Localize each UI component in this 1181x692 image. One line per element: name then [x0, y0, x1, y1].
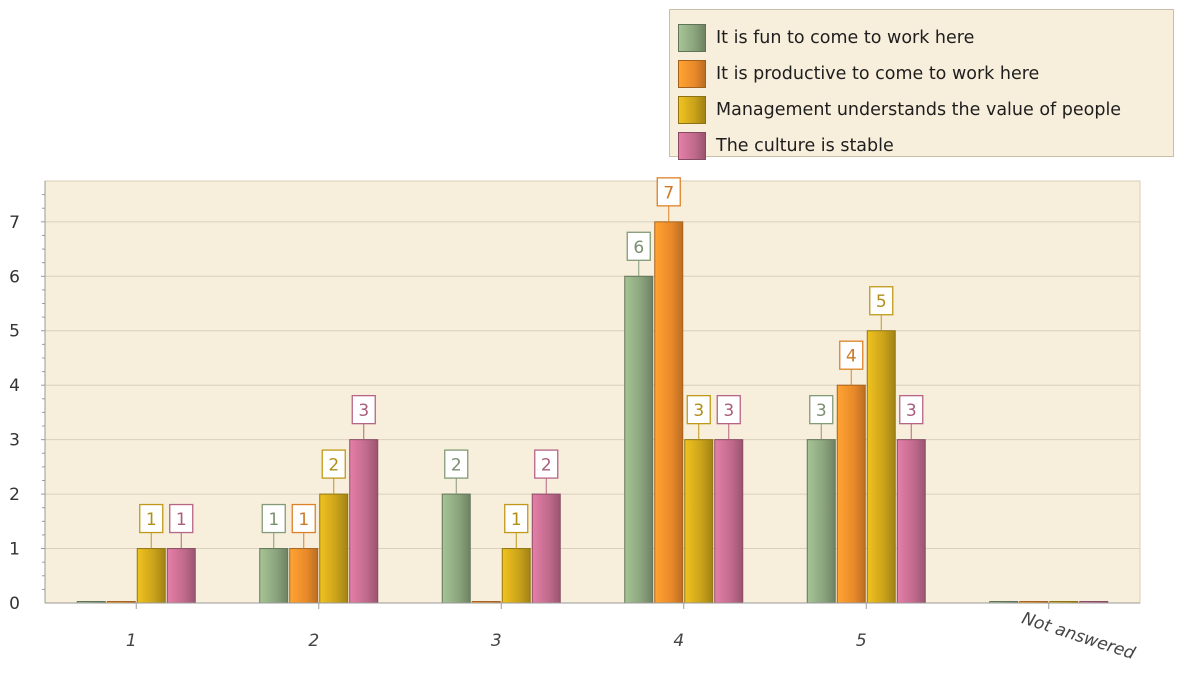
- bar: [896, 439, 926, 604]
- data-label-box: [504, 503, 529, 534]
- data-label: 1: [298, 510, 309, 530]
- legend-label: It is productive to come to work here: [716, 64, 1040, 84]
- gridlines: [45, 221, 1140, 550]
- x-tick-label: 1: [126, 631, 137, 651]
- x-tick-label: 4: [673, 631, 684, 651]
- data-label-box: [899, 394, 924, 425]
- data-label: 1: [511, 510, 522, 530]
- data-label-box: [291, 503, 316, 534]
- legend-label: The culture is stable: [716, 136, 894, 156]
- data-label-box: [261, 503, 286, 534]
- bar: [624, 275, 654, 604]
- legend-item: It is fun to come to work here: [678, 23, 974, 53]
- bar: [349, 439, 379, 604]
- x-axis-ticks: 1 2 3 4 5 Not answered: [126, 603, 1138, 664]
- data-label: 3: [358, 401, 369, 421]
- data-label-box: [656, 177, 681, 207]
- legend-item: It is productive to come to work here: [678, 59, 1039, 89]
- legend-swatch: [678, 132, 706, 160]
- data-label: 1: [146, 510, 157, 530]
- legend-item: Management understands the value of peop…: [678, 95, 1121, 125]
- data-label: 3: [693, 401, 704, 421]
- plot-area: [44, 180, 1141, 604]
- legend: It is fun to come to work here It is pro…: [669, 9, 1174, 160]
- data-label-box: [321, 449, 346, 479]
- data-label: 1: [268, 510, 279, 530]
- bar: [166, 548, 196, 604]
- legend-item: The culture is stable: [678, 131, 894, 161]
- data-label: 7: [663, 183, 674, 203]
- y-tick-label: 6: [9, 267, 20, 287]
- data-label-box: [839, 340, 864, 370]
- bar: [806, 439, 836, 604]
- bar: [654, 221, 684, 604]
- y-tick-label: 4: [9, 376, 20, 396]
- bar: [531, 493, 561, 604]
- y-tick-label: 7: [9, 213, 20, 233]
- data-label: 4: [846, 347, 857, 367]
- y-tick-label: 3: [9, 431, 20, 451]
- y-tick-label: 0: [9, 594, 20, 614]
- legend-swatch: [678, 96, 706, 124]
- y-tick-label: 5: [9, 322, 20, 342]
- data-label: 2: [328, 456, 339, 476]
- bar: [259, 548, 289, 604]
- bar: [866, 330, 896, 604]
- bar: [836, 384, 866, 604]
- x-tick-label: 3: [491, 631, 502, 651]
- data-label-box: [139, 503, 164, 534]
- bar: [136, 548, 166, 604]
- data-label: 6: [633, 238, 644, 258]
- x-tick-label: 5: [856, 631, 867, 651]
- y-axis-ticks: 0 1 2 3 4 5 6 7: [9, 194, 45, 614]
- data-label-box: [169, 503, 194, 534]
- legend-label: Management understands the value of peop…: [716, 100, 1122, 120]
- data-label: 5: [876, 292, 887, 312]
- data-label-box: [809, 394, 834, 425]
- data-label: 3: [906, 401, 917, 421]
- x-tick-label: Not answered: [1019, 609, 1137, 664]
- data-label: 2: [451, 456, 462, 476]
- bar: [289, 548, 319, 604]
- data-label-box: [869, 286, 894, 316]
- legend-swatch: [678, 24, 706, 52]
- bar: [501, 548, 531, 604]
- data-label-box: [534, 449, 559, 479]
- data-label: 1: [176, 510, 187, 530]
- x-tick-label: 2: [308, 631, 319, 651]
- data-label-box: [716, 394, 741, 425]
- bar: [319, 493, 349, 604]
- data-label: 3: [816, 401, 827, 421]
- y-tick-label: 1: [9, 540, 20, 560]
- legend-label: It is fun to come to work here: [716, 28, 975, 48]
- bar: [684, 439, 714, 604]
- data-label-box: [351, 394, 376, 425]
- y-tick-label: 2: [9, 485, 20, 505]
- data-label: 2: [541, 456, 552, 476]
- bar: [714, 439, 744, 604]
- data-label: 3: [723, 401, 734, 421]
- data-label-box: [626, 231, 651, 261]
- legend-swatch: [678, 60, 706, 88]
- bar: [441, 493, 471, 604]
- data-label-box: [444, 449, 469, 479]
- data-label-box: [686, 394, 711, 425]
